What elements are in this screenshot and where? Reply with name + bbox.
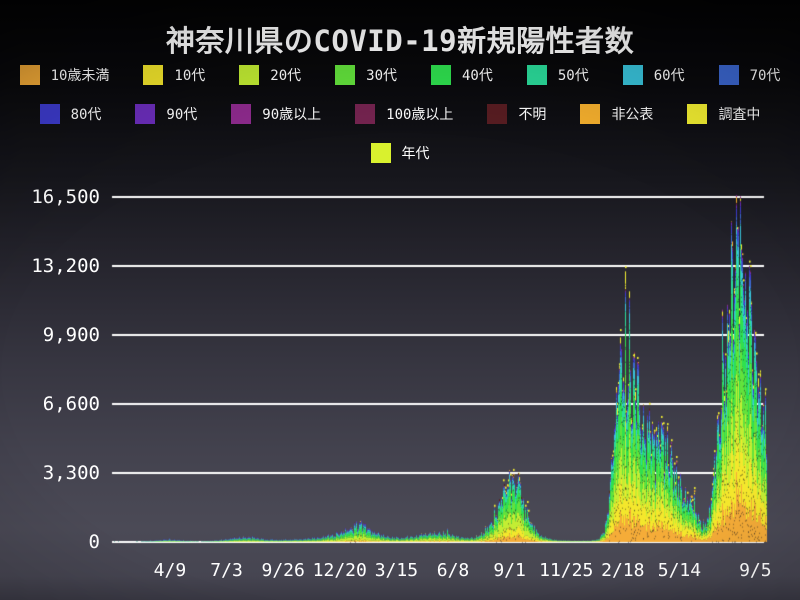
y-axis-label: 3,300 (42, 462, 100, 484)
x-axis-label: 4/9 (153, 560, 187, 581)
x-axis-label: 9/26 (261, 560, 305, 581)
x-axis-label: 5/14 (657, 560, 702, 581)
x-axis-label: 11/25 (539, 560, 594, 581)
y-axis-label: 0 (88, 531, 100, 553)
y-axis-label: 9,900 (42, 324, 100, 346)
x-axis-label: 9/5 (739, 560, 772, 581)
y-axis-label: 13,200 (31, 255, 100, 277)
y-axis-label: 16,500 (31, 186, 100, 208)
y-axis-label: 6,600 (42, 393, 100, 415)
x-axis-label: 9/1 (493, 560, 526, 581)
x-axis-label: 6/8 (436, 560, 470, 581)
x-axis-label: 2/18 (601, 560, 645, 581)
x-axis-label: 7/3 (210, 560, 243, 581)
x-axis-label: 3/15 (374, 560, 419, 581)
x-axis-label: 12/20 (312, 560, 367, 581)
